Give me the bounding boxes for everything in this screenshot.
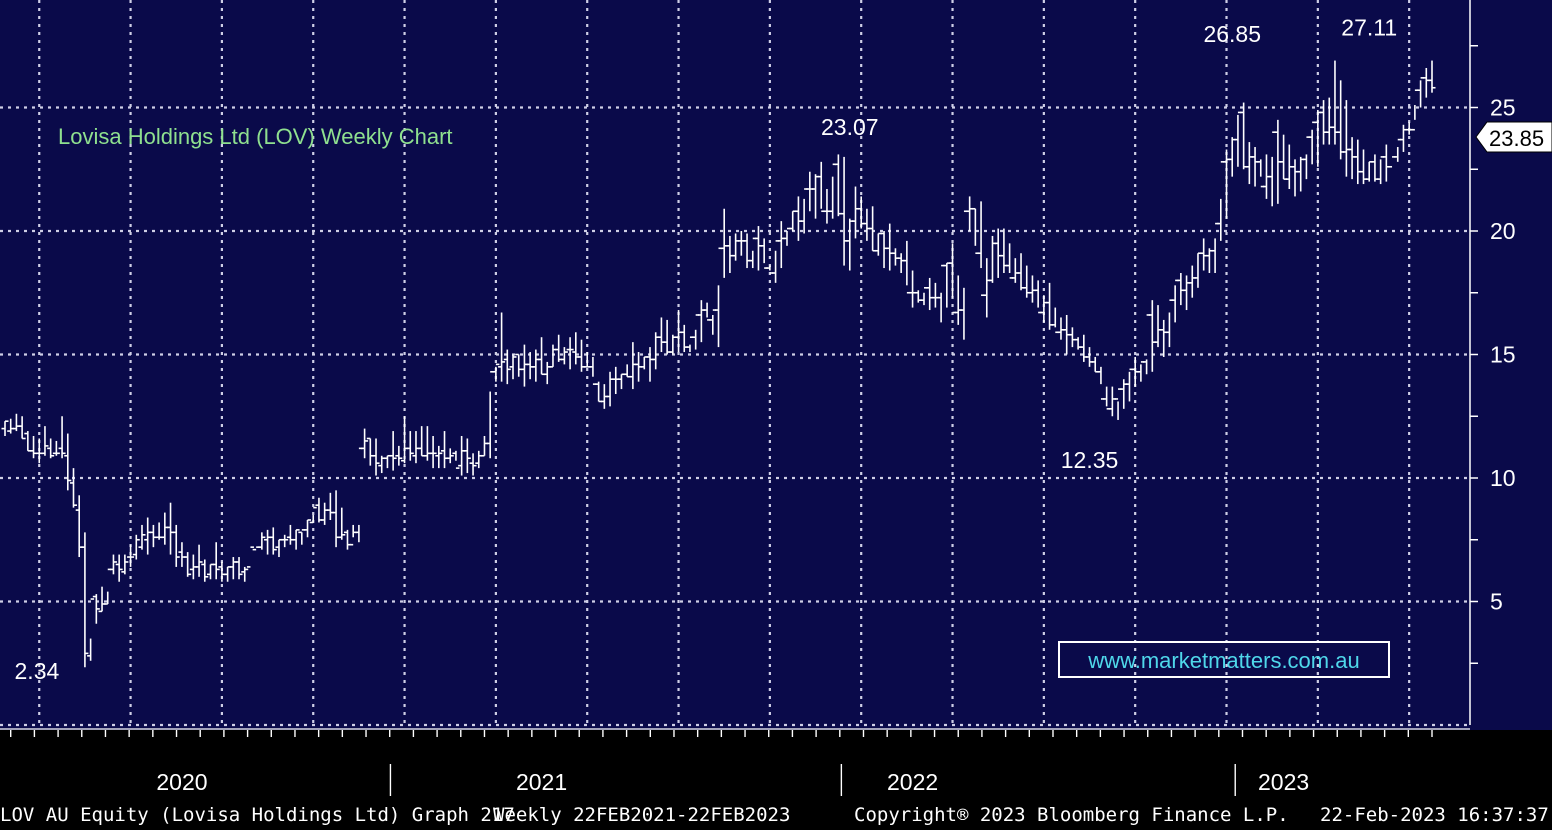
ohlc-bar xyxy=(469,453,477,476)
ohlc-bar xyxy=(463,438,471,474)
ohlc-bar xyxy=(338,507,346,540)
ohlc-bar xyxy=(235,557,243,580)
last-price-label: 23.85 xyxy=(1489,126,1544,151)
price-annotations: 2.34 23.07 12.35 26.85 27.11 xyxy=(15,14,1398,684)
ohlc-bar xyxy=(138,524,146,550)
ohlc-bar xyxy=(246,546,254,568)
ohlc-bar xyxy=(109,554,117,575)
ohlc-bar xyxy=(64,433,72,491)
y-tick-label: 20 xyxy=(1490,218,1516,244)
ohlc-bar xyxy=(212,542,220,580)
ohlc-bar xyxy=(69,468,77,508)
y-tick-label: 25 xyxy=(1490,95,1516,121)
ohlc-bar xyxy=(269,527,277,555)
ohlc-bar xyxy=(92,594,100,624)
ohlc-bar xyxy=(446,448,454,464)
ohlc-bar xyxy=(406,431,414,461)
ohlc-bar xyxy=(121,554,129,575)
x-tick-label: 2023 xyxy=(1258,769,1309,795)
ohlc-bar xyxy=(41,426,49,456)
watermark-url: www.marketmatters.com.au xyxy=(1087,648,1359,673)
ohlc-bar xyxy=(201,559,209,582)
ohlc-bar xyxy=(309,506,317,524)
ohlc-bar xyxy=(127,544,135,567)
x-tick-label: 2022 xyxy=(887,769,938,795)
ohlc-bar xyxy=(87,598,95,661)
y-axis: 5 10 15 20 25 xyxy=(1469,0,1516,725)
y-tick-label: 10 xyxy=(1490,465,1516,491)
ohlc-bar xyxy=(1428,60,1436,93)
ohlc-bar xyxy=(509,354,517,380)
ohlc-bar xyxy=(560,347,568,365)
ohlc-bar xyxy=(258,532,266,550)
ohlc-bar xyxy=(47,438,55,459)
ohlc-bar xyxy=(292,529,300,550)
footer-period: Weekly 22FEB2021-22FEB2023 xyxy=(493,804,791,826)
footer-security: LOV AU Equity (Lovisa Holdings Ltd) Grap… xyxy=(0,804,515,826)
price-annotation: 27.11 xyxy=(1341,14,1397,40)
price-chart: 5 10 15 20 25 2020 2021 2022 2023 2.34 23.07 12.3… xyxy=(0,0,1552,800)
ohlc-bar xyxy=(81,532,89,668)
ohlc-bar xyxy=(452,450,460,469)
ohlc-bar xyxy=(18,416,26,440)
chart-title: Lovisa Holdings Ltd (LOV) Weekly Chart xyxy=(58,124,453,149)
ohlc-bar xyxy=(241,566,249,582)
footer-timestamp: 22-Feb-2023 16:37:37 xyxy=(1320,804,1549,826)
price-annotation: 12.35 xyxy=(1061,447,1119,473)
y-tick-label: 15 xyxy=(1490,342,1516,368)
price-annotation: 2.34 xyxy=(15,658,60,684)
ohlc-bar xyxy=(52,440,60,456)
price-annotation: 26.85 xyxy=(1203,21,1261,47)
ohlc-bar xyxy=(503,349,511,385)
ohlc-bar xyxy=(172,524,180,567)
ohlc-bar xyxy=(304,519,312,538)
ohlc-bar xyxy=(1,420,9,437)
ohlc-bar xyxy=(115,554,123,582)
ohlc-bar xyxy=(195,544,203,577)
y-tick-label: 5 xyxy=(1490,589,1503,615)
x-tick-label: 2020 xyxy=(156,769,207,795)
ohlc-bar xyxy=(132,534,140,560)
ohlc-bar xyxy=(492,363,500,382)
last-price-tag: 23.85 xyxy=(1475,121,1552,153)
footer-copyright: Copyright® 2023 Bloomberg Finance L.P. xyxy=(854,804,1289,826)
ohlc-bar xyxy=(429,436,437,469)
chart-footer: LOV AU Equity (Lovisa Holdings Ltd) Grap… xyxy=(0,800,1552,830)
watermark: www.marketmatters.com.au xyxy=(1058,641,1390,678)
ohlc-bar xyxy=(281,534,289,548)
x-axis-background xyxy=(0,730,1552,800)
x-tick-label: 2021 xyxy=(516,769,567,795)
ohlc-bars xyxy=(1,60,1436,668)
ohlc-bar xyxy=(372,438,380,476)
ohlc-bar xyxy=(361,428,369,459)
ohlc-bar xyxy=(389,431,397,471)
ohlc-bar xyxy=(566,337,574,370)
ohlc-bar xyxy=(184,552,192,577)
ohlc-bar xyxy=(395,445,403,466)
x-axis: 2020 2021 2022 2023 xyxy=(0,728,1470,796)
ohlc-bar xyxy=(498,312,506,382)
price-annotation: 23.07 xyxy=(821,114,879,140)
ohlc-bar xyxy=(435,445,443,469)
plot-background xyxy=(0,0,1552,730)
ohlc-bar xyxy=(58,416,66,459)
